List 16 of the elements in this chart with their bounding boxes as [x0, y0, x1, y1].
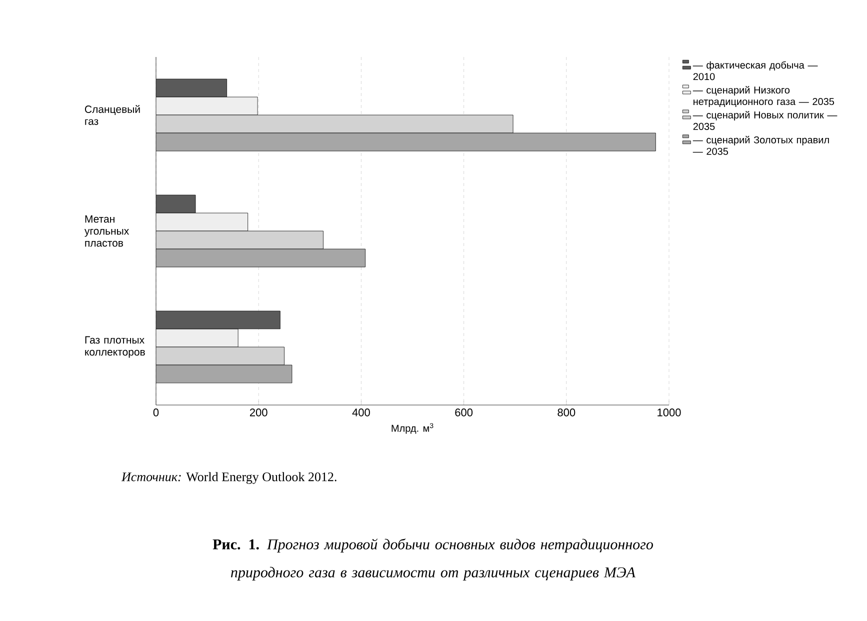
x-axis-title: Млрд. м$^{3}$: [392, 423, 434, 434]
x-tick-label: 200: [250, 408, 268, 416]
x-tick-label: 600: [455, 408, 473, 416]
text: Источник: World Energy Outlook 2012.: [121, 472, 336, 484]
legend-label: — сценарий Низкого нетрадиционного газа — 2035: [692, 86, 834, 108]
x-tick-label: 800: [558, 408, 576, 416]
y-tick-label: Сланцевый газ: [85, 105, 140, 125]
legend-label: — сценарий Новых политик — 2035: [692, 110, 838, 130]
y-tick-label: Газ плотных коллекторов: [85, 336, 145, 358]
legend-label: — сценарий Золотых правил — 2035: [692, 136, 829, 155]
x-tick-label: 400: [352, 408, 370, 416]
x-tick-label: 0: [153, 408, 159, 416]
y-tick-label: Метан угольных пластов: [84, 215, 129, 247]
x-tick-label: 1000: [658, 408, 681, 416]
legend-label: — фактическая добыча — 2010: [692, 61, 818, 80]
text: Рис. 1. Прогноз мировой добычи основных видов нетрадиционного природного газа в зависимости от различных сценариев МЭА: [212, 538, 653, 580]
